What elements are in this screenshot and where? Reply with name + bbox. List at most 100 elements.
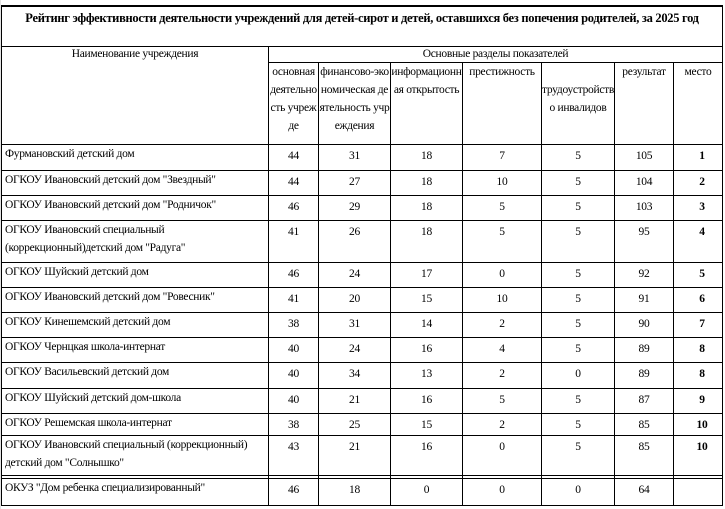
cell-result: 90 [614, 311, 674, 338]
cell-financial: 27 [318, 169, 391, 196]
institution-name: ОГКОУ Чернцкая школа-интернат [1, 336, 269, 363]
cell-employment: 5 [541, 194, 615, 221]
cell-place: 8 [673, 361, 723, 389]
cell-openness: 15 [390, 412, 463, 436]
cell-prestige: 0 [462, 261, 542, 288]
cell-employment: 5 [541, 387, 615, 414]
cell-result: 64 [614, 477, 674, 506]
table-row: ОГКОУ Шуйский детский дом-школа 40 21 16 5 5 8… [1, 387, 723, 414]
cell-prestige: 2 [462, 361, 542, 389]
cell-openness: 15 [390, 286, 463, 313]
table-row: ОГКОУ Ивановский специальный (коррекцион… [1, 434, 723, 476]
cell-prestige: 4 [462, 336, 542, 363]
cell-main-activity: 41 [268, 219, 319, 263]
cell-place: 6 [673, 286, 723, 313]
cell-place: 4 [673, 219, 723, 263]
cell-employment: 5 [541, 412, 615, 436]
cell-employment: 5 [541, 434, 615, 476]
cell-openness: 14 [390, 311, 463, 338]
cell-place: 10 [673, 412, 723, 436]
cell-employment: 0 [541, 477, 615, 506]
name-column-header: Наименование учреждения [1, 45, 269, 145]
cell-result: 103 [614, 194, 674, 221]
cell-financial: 29 [318, 194, 391, 221]
cell-prestige: 7 [462, 143, 542, 171]
cell-financial: 21 [318, 387, 391, 414]
cell-result: 85 [614, 412, 674, 436]
cell-main-activity: 46 [268, 477, 319, 506]
cell-prestige: 2 [462, 412, 542, 436]
cell-financial: 24 [318, 336, 391, 363]
cell-place: 1 [673, 143, 723, 171]
cell-result: 87 [614, 387, 674, 414]
cell-financial: 20 [318, 286, 391, 313]
cell-employment: 5 [541, 286, 615, 313]
cell-main-activity: 44 [268, 143, 319, 171]
cell-financial: 26 [318, 219, 391, 263]
table-row: ОГКОУ Ивановский детский дом "Родничок" 4… [1, 194, 723, 221]
cell-result: 104 [614, 169, 674, 196]
cell-place: 9 [673, 387, 723, 414]
cell-employment: 5 [541, 336, 615, 363]
cell-financial: 24 [318, 261, 391, 288]
cell-openness: 18 [390, 194, 463, 221]
cell-main-activity: 40 [268, 361, 319, 389]
column-header-result: результат [614, 61, 674, 145]
cell-openness: 18 [390, 143, 463, 171]
cell-main-activity: 43 [268, 434, 319, 476]
cell-financial: 34 [318, 361, 391, 389]
institution-name: ОГКОУ Шуйский детский дом-школа [1, 387, 269, 414]
cell-result: 91 [614, 286, 674, 313]
cell-result: 92 [614, 261, 674, 288]
column-header-openness: информационная открытость [390, 61, 463, 145]
cell-prestige: 10 [462, 169, 542, 196]
cell-employment: 5 [541, 169, 615, 196]
cell-prestige: 0 [462, 434, 542, 476]
table-title: Рейтинг эффективности деятельности учреж… [1, 5, 723, 47]
table-row: ОГКОУ Ивановский детский дом "Ровесник" 4… [1, 286, 723, 313]
cell-place: 10 [673, 434, 723, 476]
cell-employment: 5 [541, 219, 615, 263]
cell-openness: 16 [390, 434, 463, 476]
cell-employment: 5 [541, 311, 615, 338]
table-row: ОКУЗ "Дом ребенка специализированный" 46 1… [1, 477, 723, 506]
institution-name: ОГКОУ Васильевский детский дом [1, 361, 269, 389]
cell-prestige: 5 [462, 194, 542, 221]
column-header-financial: финансово-экономическая деятельность учр… [318, 61, 391, 145]
cell-place: 7 [673, 311, 723, 338]
cell-result: 85 [614, 434, 674, 476]
rating-table: Рейтинг эффективности деятельности учреж… [1, 5, 723, 506]
cell-place: 5 [673, 261, 723, 288]
cell-main-activity: 40 [268, 336, 319, 363]
cell-financial: 31 [318, 311, 391, 338]
cell-employment: 5 [541, 261, 615, 288]
institution-name: ОГКОУ Решемская школа-интернат [1, 412, 269, 436]
table-row: ОГКОУ Кинешемский детский дом 38 31 14 2 5 90 7 [1, 311, 723, 338]
institution-name: ОГКОУ Шуйский детский дом [1, 261, 269, 288]
cell-financial: 25 [318, 412, 391, 436]
cell-result: 89 [614, 361, 674, 389]
cell-main-activity: 44 [268, 169, 319, 196]
institution-name: ОГКОУ Ивановский специальный (коррекцион… [1, 434, 269, 476]
cell-openness: 0 [390, 477, 463, 506]
institution-name: ОГКОУ Ивановский детский дом "Звездный" [1, 169, 269, 196]
cell-main-activity: 38 [268, 311, 319, 338]
table-row: Фурмановский детский дом 44 31 18 7 5 105 1 [1, 143, 723, 171]
cell-prestige: 0 [462, 477, 542, 506]
cell-main-activity: 41 [268, 286, 319, 313]
cell-financial: 21 [318, 434, 391, 476]
cell-openness: 16 [390, 336, 463, 363]
cell-financial: 18 [318, 477, 391, 506]
indicators-group-header: Основные разделы показателей [268, 45, 723, 63]
table-row: ОГКОУ Решемская школа-интернат 38 25 15 2 5 85… [1, 412, 723, 436]
institution-name: Фурмановский детский дом [1, 143, 269, 171]
institution-name: ОГКОУ Ивановский специальный (коррекцион… [1, 219, 269, 263]
table-row: ОГКОУ Ивановский детский дом "Звездный" 4… [1, 169, 723, 196]
table-row: ОГКОУ Ивановский специальный (коррекцион… [1, 219, 723, 263]
column-header-employment: трудоустройство инвалидов [541, 61, 615, 145]
cell-result: 89 [614, 336, 674, 363]
institution-name: ОКУЗ "Дом ребенка специализированный" [1, 477, 269, 506]
cell-financial: 31 [318, 143, 391, 171]
institution-name: ОГКОУ Ивановский детский дом "Ровесник" [1, 286, 269, 313]
cell-place: 8 [673, 336, 723, 363]
